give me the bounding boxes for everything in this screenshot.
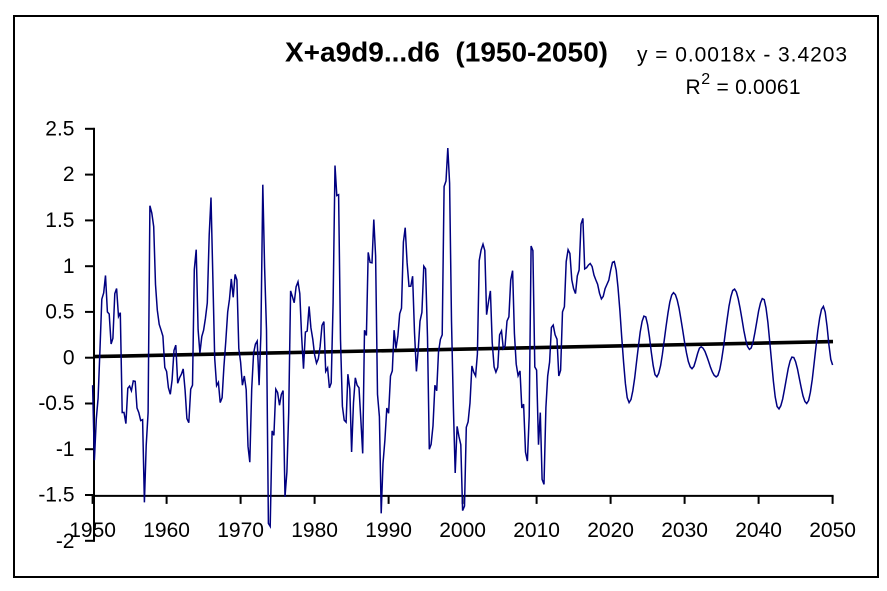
svg-text:X+a9d9...d6 (1950-2050): X+a9d9...d6 (1950-2050) xyxy=(285,37,608,68)
svg-text:2.5: 2.5 xyxy=(45,117,74,140)
svg-text:1950: 1950 xyxy=(69,519,116,542)
svg-text:1970: 1970 xyxy=(217,519,264,542)
svg-text:-1: -1 xyxy=(56,438,75,461)
svg-text:1960: 1960 xyxy=(143,519,190,542)
svg-text:2: 2 xyxy=(63,163,75,186)
svg-text:= 0.0061: = 0.0061 xyxy=(717,76,801,99)
svg-text:1980: 1980 xyxy=(291,519,338,542)
svg-text:2010: 2010 xyxy=(513,519,560,542)
svg-text:R: R xyxy=(686,76,701,99)
svg-text:2050: 2050 xyxy=(809,519,856,542)
svg-text:1.5: 1.5 xyxy=(45,209,74,232)
svg-text:-1.5: -1.5 xyxy=(38,484,74,507)
svg-text:-0.5: -0.5 xyxy=(38,392,74,415)
svg-text:2040: 2040 xyxy=(735,519,782,542)
svg-text:1990: 1990 xyxy=(365,519,412,542)
svg-text:2000: 2000 xyxy=(439,519,486,542)
svg-text:0: 0 xyxy=(63,346,75,369)
svg-text:0.5: 0.5 xyxy=(45,301,74,324)
svg-text:2030: 2030 xyxy=(661,519,708,542)
svg-text:2: 2 xyxy=(701,71,710,88)
svg-text:y = 0.0018x - 3.4203: y = 0.0018x - 3.4203 xyxy=(637,44,847,67)
svg-text:-2: -2 xyxy=(56,530,75,553)
svg-text:1: 1 xyxy=(63,255,75,278)
svg-text:2020: 2020 xyxy=(587,519,634,542)
